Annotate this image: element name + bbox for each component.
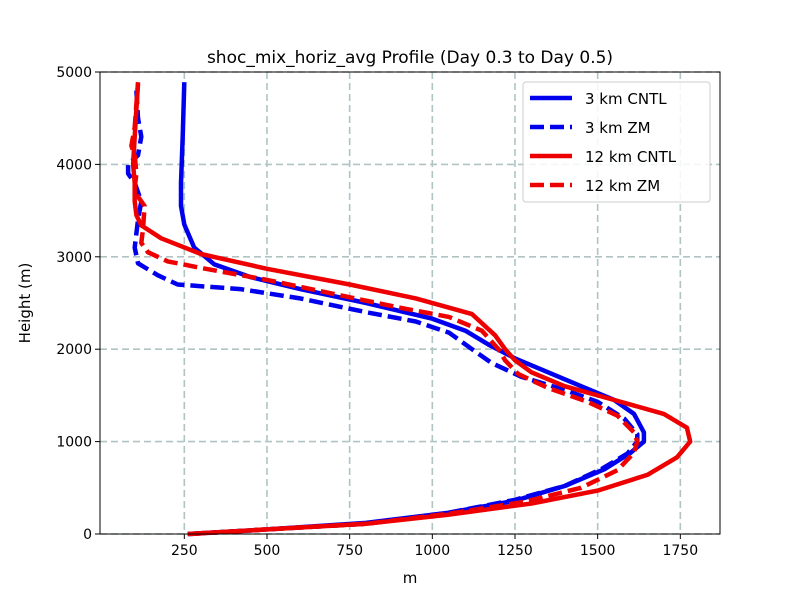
series-line-12-km-cntl: [130, 83, 693, 537]
legend-label: 3 km ZM: [585, 119, 651, 137]
plot-frame: [99, 71, 721, 535]
y-tick-label: 4000: [56, 157, 92, 173]
legend: 3 km CNTL 3 km ZM 12 km CNTL 12 km ZM: [522, 81, 711, 203]
series-line-12-km-zm: [129, 82, 640, 537]
x-tick-label: 500: [254, 543, 281, 559]
legend-label: 12 km CNTL: [585, 148, 677, 166]
axis-ticks: 250 500 750 1000 1250 1500 1750 0 1000 2000 3000 40…: [56, 65, 698, 559]
x-tick-label: 750: [336, 543, 363, 559]
legend-box: [522, 81, 711, 203]
x-tick-label: 1750: [662, 543, 698, 559]
chart-title: shoc_mix_horiz_avg Profile (Day 0.3 to D…: [207, 48, 613, 68]
y-axis-label: Height (m): [16, 263, 34, 344]
x-tick-label: 1000: [414, 543, 450, 559]
legend-label: 12 km ZM: [585, 177, 660, 195]
x-tick-label: 1500: [580, 543, 616, 559]
x-axis-label: m: [403, 569, 418, 587]
legend-label: 3 km CNTL: [585, 90, 667, 108]
y-tick-label: 2000: [56, 342, 92, 358]
x-tick-label: 1250: [497, 543, 533, 559]
series-line-3-km-zm: [125, 90, 640, 537]
y-tick-label: 3000: [56, 250, 92, 266]
y-tick-label: 5000: [56, 65, 92, 81]
y-tick-label: 1000: [56, 435, 92, 451]
y-tick-label: 0: [83, 527, 92, 543]
series-lines: [125, 82, 693, 537]
x-tick-label: 250: [171, 543, 198, 559]
